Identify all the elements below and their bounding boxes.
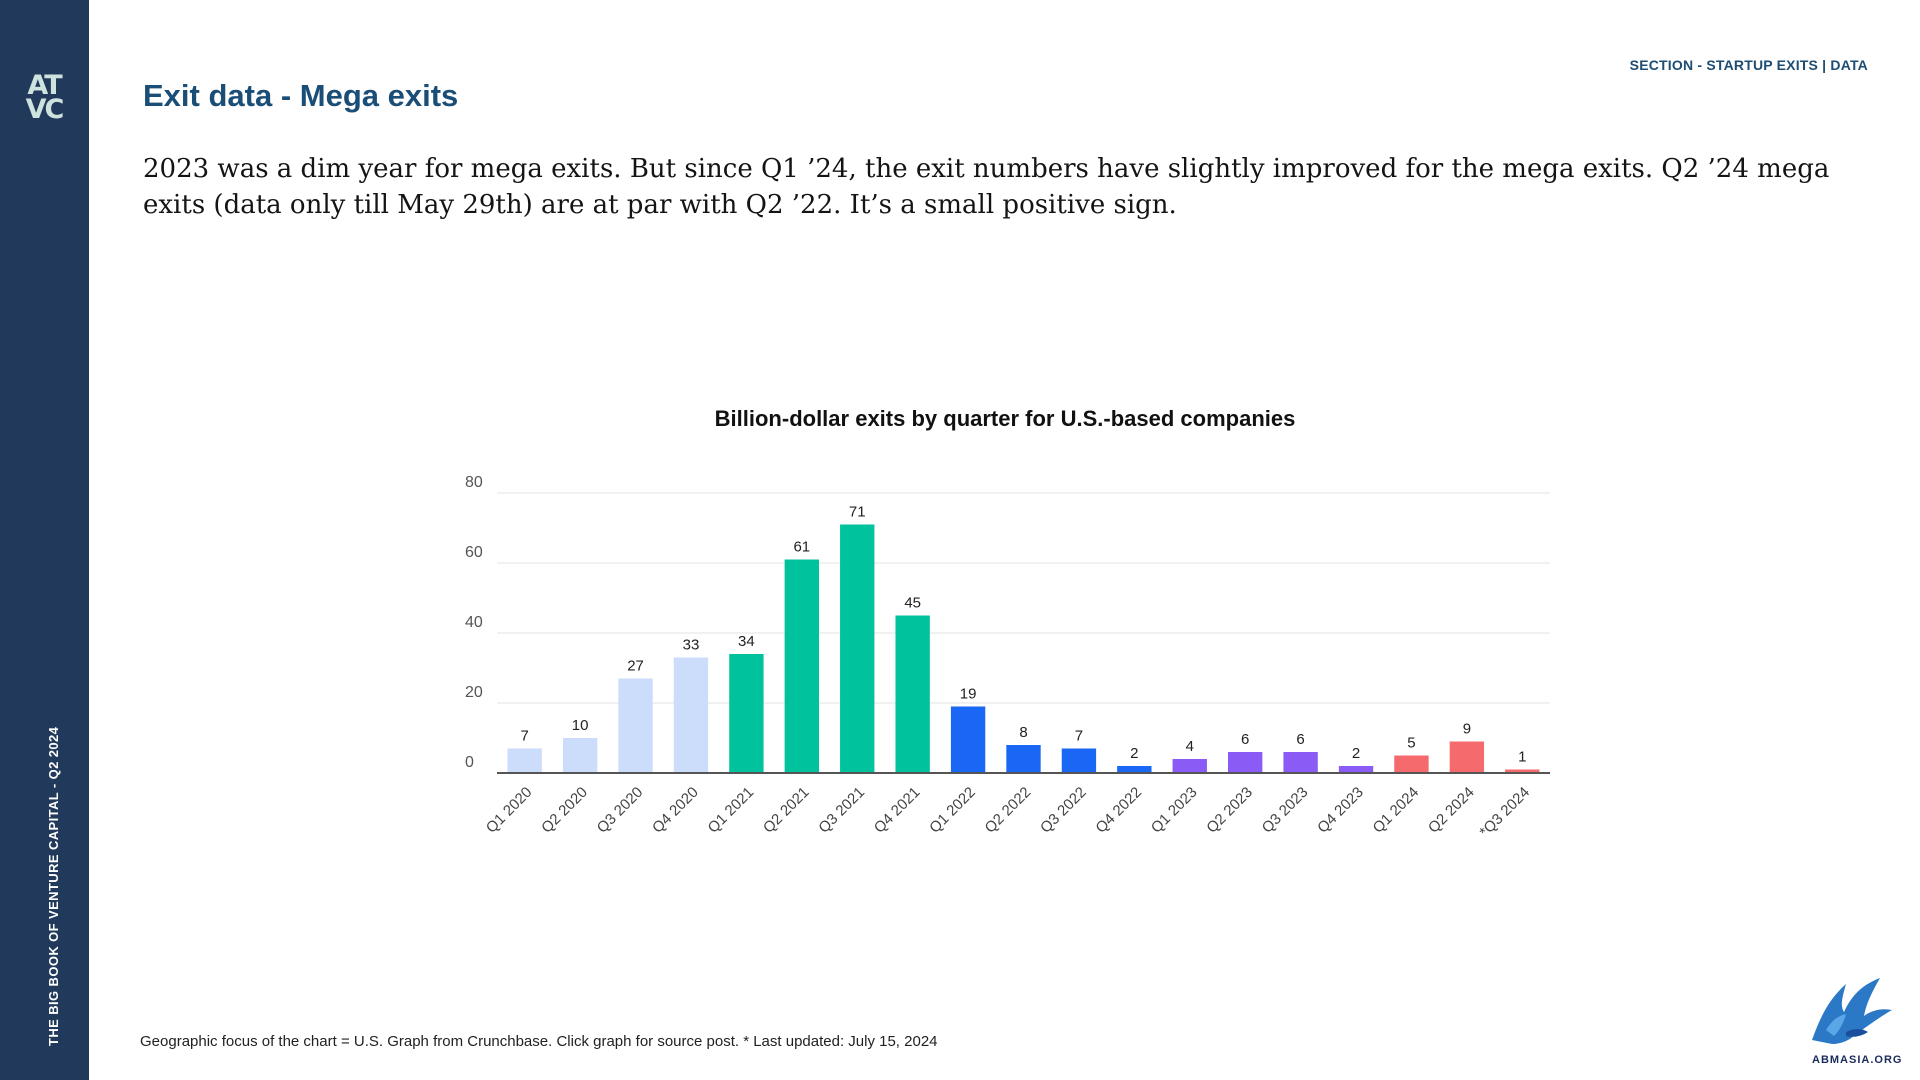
footnote: Geographic focus of the chart = U.S. Gra…	[140, 1033, 938, 1050]
x-tick-label: Q1 2024	[1370, 784, 1423, 837]
x-tick-label: Q4 2020	[649, 784, 702, 837]
data-label: 45	[904, 595, 921, 612]
x-tick-label: Q1 2023	[1148, 784, 1201, 837]
bar[interactable]	[673, 657, 709, 774]
bar[interactable]	[1228, 752, 1263, 773]
bar[interactable]	[1394, 755, 1429, 774]
x-tick-label: Q2 2021	[760, 784, 813, 837]
x-tick-label: Q2 2020	[538, 784, 591, 837]
data-label: 2	[1130, 745, 1138, 762]
data-label: 10	[572, 717, 589, 734]
logo-line-bottom: VC	[25, 94, 65, 125]
eagle-icon	[1812, 978, 1892, 1044]
page-title: Exit data - Mega exits	[143, 78, 459, 113]
y-tick-label: 80	[465, 474, 483, 491]
bar[interactable]	[1172, 759, 1207, 773]
bar[interactable]	[562, 738, 598, 773]
atvc-logo: AT VC	[24, 70, 65, 125]
bar[interactable]	[895, 615, 930, 774]
bar[interactable]	[618, 678, 653, 774]
x-tick-label: *Q3 2024	[1476, 784, 1533, 841]
x-tick-label: Q3 2020	[594, 784, 647, 837]
data-label: 33	[683, 637, 700, 654]
data-label: 6	[1241, 731, 1249, 748]
bar[interactable]	[1006, 745, 1041, 773]
data-label: 34	[738, 633, 755, 650]
chart-title: Billion-dollar exits by quarter for U.S.…	[714, 406, 1296, 431]
y-tick-label: 60	[465, 544, 483, 561]
book-title-vertical: THE BIG BOOK OF VENTURE CAPITAL - Q2 202…	[46, 726, 61, 1046]
bar[interactable]	[784, 559, 819, 774]
bar[interactable]	[507, 748, 542, 774]
bar[interactable]	[1338, 766, 1374, 773]
brand-text: ABMASIA.ORG	[1812, 1054, 1903, 1066]
data-label: 7	[521, 728, 529, 745]
bar[interactable]	[840, 524, 875, 774]
x-tick-label: Q2 2023	[1203, 784, 1256, 837]
data-label: 19	[960, 686, 977, 703]
bar[interactable]	[1061, 748, 1097, 774]
x-tick-label: Q3 2022	[1037, 784, 1090, 837]
data-label: 6	[1296, 731, 1304, 748]
data-label: 2	[1352, 745, 1360, 762]
x-tick-label: Q1 2021	[705, 784, 758, 837]
x-tick-label: Q2 2024	[1425, 784, 1478, 837]
bar[interactable]	[1117, 766, 1152, 773]
y-tick-label: 20	[465, 684, 483, 701]
x-tick-label: Q3 2023	[1259, 784, 1312, 837]
data-label: 61	[793, 539, 810, 556]
bar[interactable]	[1505, 769, 1540, 774]
y-tick-label: 0	[465, 754, 474, 771]
data-label: 71	[849, 504, 866, 521]
x-tick-label: Q2 2022	[982, 784, 1035, 837]
x-tick-label: Q4 2023	[1314, 784, 1367, 837]
x-tick-label: Q4 2022	[1092, 784, 1145, 837]
bar[interactable]	[729, 654, 764, 773]
data-label: 7	[1075, 728, 1083, 745]
x-tick-label: Q3 2021	[815, 784, 868, 837]
intro-paragraph: 2023 was a dim year for mega exits. But …	[143, 154, 1830, 220]
y-tick-label: 40	[465, 614, 483, 631]
logo-line-top: AT	[27, 70, 62, 101]
data-label: 4	[1186, 738, 1194, 755]
x-tick-label: Q1 2022	[926, 784, 979, 837]
bar[interactable]	[1449, 741, 1485, 774]
x-tick-label: Q4 2021	[871, 784, 924, 837]
data-label: 1	[1518, 749, 1526, 766]
bar[interactable]	[1283, 752, 1318, 773]
sidebar: AT VC THE BIG BOOK OF VENTURE CAPITAL - …	[0, 0, 89, 1080]
brand-mark: ABMASIA.ORG	[1806, 970, 1918, 1070]
data-label: 5	[1407, 735, 1415, 752]
data-label: 9	[1463, 721, 1471, 738]
section-label: SECTION - STARTUP EXITS | DATA	[1629, 57, 1868, 73]
data-label: 27	[627, 658, 644, 675]
bar[interactable]	[950, 706, 986, 774]
x-tick-label: Q1 2020	[483, 784, 536, 837]
data-label: 8	[1019, 724, 1027, 741]
